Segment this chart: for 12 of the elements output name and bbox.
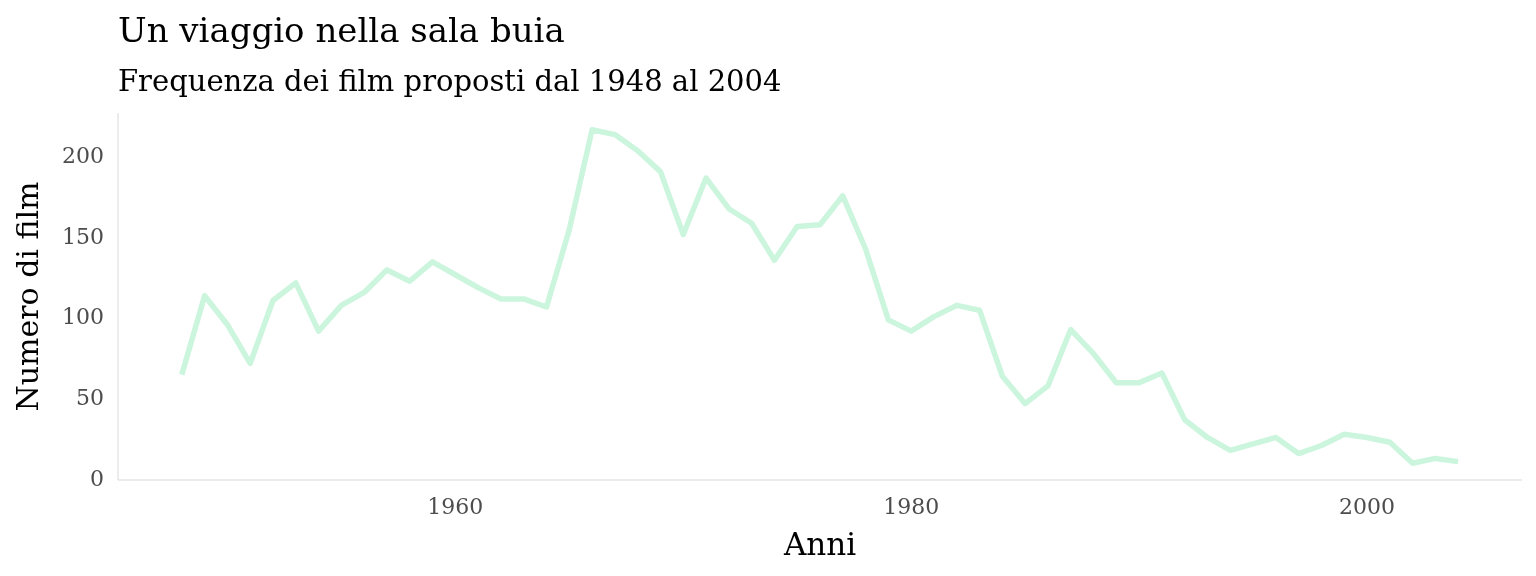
y-tick-label: 200 [62, 143, 104, 169]
y-tick-label: 100 [62, 304, 104, 330]
y-tick-label: 0 [90, 465, 104, 491]
x-axis-title: Anni [782, 526, 857, 562]
y-tick-label: 150 [62, 223, 104, 249]
x-tick-label: 1960 [427, 493, 484, 519]
chart-title: Un viaggio nella sala buia [118, 10, 565, 50]
chart-subtitle: Frequenza dei film proposti dal 1948 al 2004 [118, 64, 782, 98]
x-tick-label: 1980 [883, 493, 940, 519]
y-axis-title: Numero di film [10, 181, 45, 412]
x-tick-label: 2000 [1339, 493, 1396, 519]
y-tick-label: 50 [76, 385, 104, 410]
